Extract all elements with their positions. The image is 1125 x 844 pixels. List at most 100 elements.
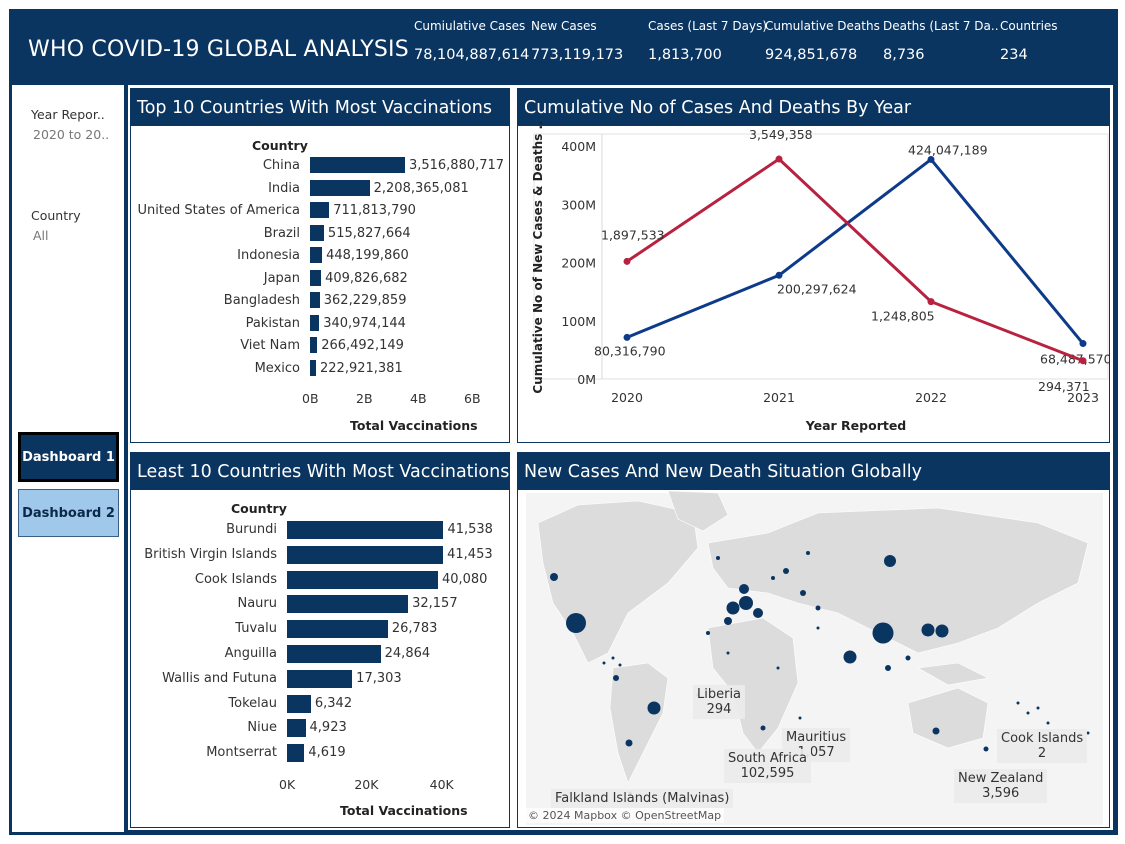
y-tick-label: 300M bbox=[561, 197, 596, 212]
bar[interactable] bbox=[310, 202, 330, 218]
bubble-pacific-3[interactable] bbox=[1036, 706, 1040, 710]
line-chart-title: Cumulative No of Cases And Deaths By Yea… bbox=[518, 89, 1109, 126]
bar-value-label: 4,619 bbox=[308, 745, 346, 761]
bar-value-label: 26,783 bbox=[391, 621, 438, 637]
case-bubbles bbox=[550, 551, 1090, 795]
bubble-south-africa[interactable] bbox=[760, 725, 766, 731]
bar[interactable] bbox=[287, 645, 381, 663]
bubble-korea[interactable] bbox=[921, 623, 935, 637]
bubble-japan[interactable] bbox=[935, 624, 949, 638]
bubble-spain[interactable] bbox=[724, 617, 732, 625]
bar[interactable] bbox=[310, 179, 370, 196]
map-copyright: © 2024 Mapbox © OpenStreetMap bbox=[525, 808, 725, 823]
bar[interactable] bbox=[310, 292, 320, 308]
bubble-france[interactable] bbox=[726, 601, 740, 615]
bubble-nigeria[interactable] bbox=[726, 651, 730, 655]
bubble-germany[interactable] bbox=[739, 596, 753, 610]
kpi-cumulative-deaths: Cumulative Deaths 924,851,678 bbox=[765, 19, 880, 63]
bubble-canada[interactable] bbox=[550, 573, 558, 581]
bubble-usa[interactable] bbox=[566, 613, 586, 633]
bubble-caribbean-3[interactable] bbox=[618, 663, 622, 667]
bar[interactable] bbox=[287, 570, 438, 589]
bar-value-label: 448,199,860 bbox=[326, 248, 409, 263]
bar[interactable] bbox=[287, 595, 409, 614]
bubble-poland[interactable] bbox=[783, 568, 789, 574]
africa-land bbox=[707, 617, 799, 754]
map-label-name: New Zealand bbox=[958, 771, 1044, 786]
bubble-vietnam[interactable] bbox=[885, 665, 891, 671]
bubble-caribbean-1[interactable] bbox=[602, 661, 606, 665]
kpi-label: Deaths (Last 7 Da.. bbox=[883, 19, 999, 33]
bar-value-label: 711,813,790 bbox=[333, 203, 416, 218]
bubble-pacific-2[interactable] bbox=[1026, 711, 1030, 715]
bar[interactable] bbox=[310, 247, 323, 263]
bubble-colombia[interactable] bbox=[613, 675, 619, 681]
bubble-mexico[interactable] bbox=[706, 631, 710, 635]
bubble-baltics[interactable] bbox=[806, 551, 810, 555]
bar[interactable] bbox=[287, 669, 353, 688]
bar-value-label: 2,208,365,081 bbox=[373, 180, 469, 196]
bar-value-label: 40,080 bbox=[441, 571, 488, 587]
cases-line-value-label: 80,316,790 bbox=[594, 343, 666, 358]
bar-value-label: 3,516,880,717 bbox=[408, 158, 505, 173]
bar-value-label: 17,303 bbox=[356, 670, 402, 686]
bubble-italy[interactable] bbox=[753, 608, 763, 618]
bubble-new-zealand[interactable] bbox=[983, 746, 989, 752]
bubble-russia[interactable] bbox=[884, 555, 896, 567]
bubble-brazil[interactable] bbox=[647, 701, 661, 715]
bubble-czechia[interactable] bbox=[771, 576, 775, 580]
bubble-pacific-1[interactable] bbox=[1016, 701, 1020, 705]
deaths-line-value-label: 3,549,358 bbox=[749, 127, 813, 142]
bar-category-label: Anguilla bbox=[224, 646, 277, 661]
bar[interactable] bbox=[310, 314, 320, 331]
dashboard-1-button[interactable]: Dashboard 1 bbox=[18, 432, 119, 482]
bar[interactable] bbox=[310, 337, 318, 353]
country-filter-value[interactable]: All bbox=[33, 228, 49, 243]
year-filter-value[interactable]: 2020 to 20.. bbox=[33, 127, 110, 142]
land-masses bbox=[537, 490, 1089, 784]
bar-category-label: Tuvalu bbox=[235, 621, 277, 637]
x-tick-label: 2B bbox=[356, 391, 373, 406]
bar[interactable] bbox=[287, 719, 306, 738]
bar-value-label: 222,921,381 bbox=[320, 360, 403, 376]
bar[interactable] bbox=[310, 224, 324, 241]
bubble-caribbean-2[interactable] bbox=[611, 656, 615, 660]
bar[interactable] bbox=[287, 620, 388, 639]
bar[interactable] bbox=[287, 545, 444, 564]
bubble-saudi[interactable] bbox=[816, 626, 820, 630]
bar[interactable] bbox=[287, 521, 444, 539]
bubble-china[interactable] bbox=[872, 622, 894, 644]
bubble-iceland[interactable] bbox=[716, 556, 720, 560]
bar[interactable] bbox=[287, 744, 305, 763]
bubble-mauritius[interactable] bbox=[798, 716, 802, 720]
map-label-cook-islands: Cook Islands 2 bbox=[997, 729, 1088, 763]
bubble-uk[interactable] bbox=[739, 584, 749, 594]
bar-value-label: 41,538 bbox=[447, 522, 493, 537]
bubble-turkey[interactable] bbox=[800, 590, 806, 596]
bubble-pacific-4[interactable] bbox=[1046, 721, 1050, 725]
bar-category-label: United States of America bbox=[137, 203, 300, 218]
bubble-india[interactable] bbox=[843, 650, 857, 664]
bar[interactable] bbox=[287, 694, 311, 713]
cases-line-value-label: 424,047,189 bbox=[908, 142, 988, 157]
x-axis-title: Year Reported bbox=[805, 418, 907, 433]
map-title: New Cases And New Death Situation Global… bbox=[518, 453, 1109, 490]
bar[interactable] bbox=[310, 157, 405, 173]
bar-category-label: Wallis and Futuna bbox=[162, 670, 277, 686]
dashboard-2-button[interactable]: Dashboard 2 bbox=[18, 489, 119, 537]
bubble-philippines[interactable] bbox=[905, 655, 911, 661]
year-filter-title: Year Repor.. bbox=[31, 107, 105, 122]
bubble-iran[interactable] bbox=[815, 605, 821, 611]
bubble-argentina[interactable] bbox=[625, 739, 633, 747]
plot-area bbox=[533, 133, 1109, 380]
kpi-value: 1,813,700 bbox=[648, 47, 722, 63]
bubble-cook-islands[interactable] bbox=[1086, 731, 1090, 735]
map-label-name: Falkland Islands (Malvinas) bbox=[555, 791, 730, 806]
bar-category-label: Brazil bbox=[263, 225, 300, 241]
bubble-australia[interactable] bbox=[932, 727, 940, 735]
bar[interactable] bbox=[310, 269, 322, 286]
bar-value-label: 515,827,664 bbox=[327, 225, 411, 241]
map-label-name: Cook Islands bbox=[1001, 731, 1084, 746]
bar[interactable] bbox=[310, 359, 317, 376]
bubble-kenya[interactable] bbox=[776, 666, 780, 670]
